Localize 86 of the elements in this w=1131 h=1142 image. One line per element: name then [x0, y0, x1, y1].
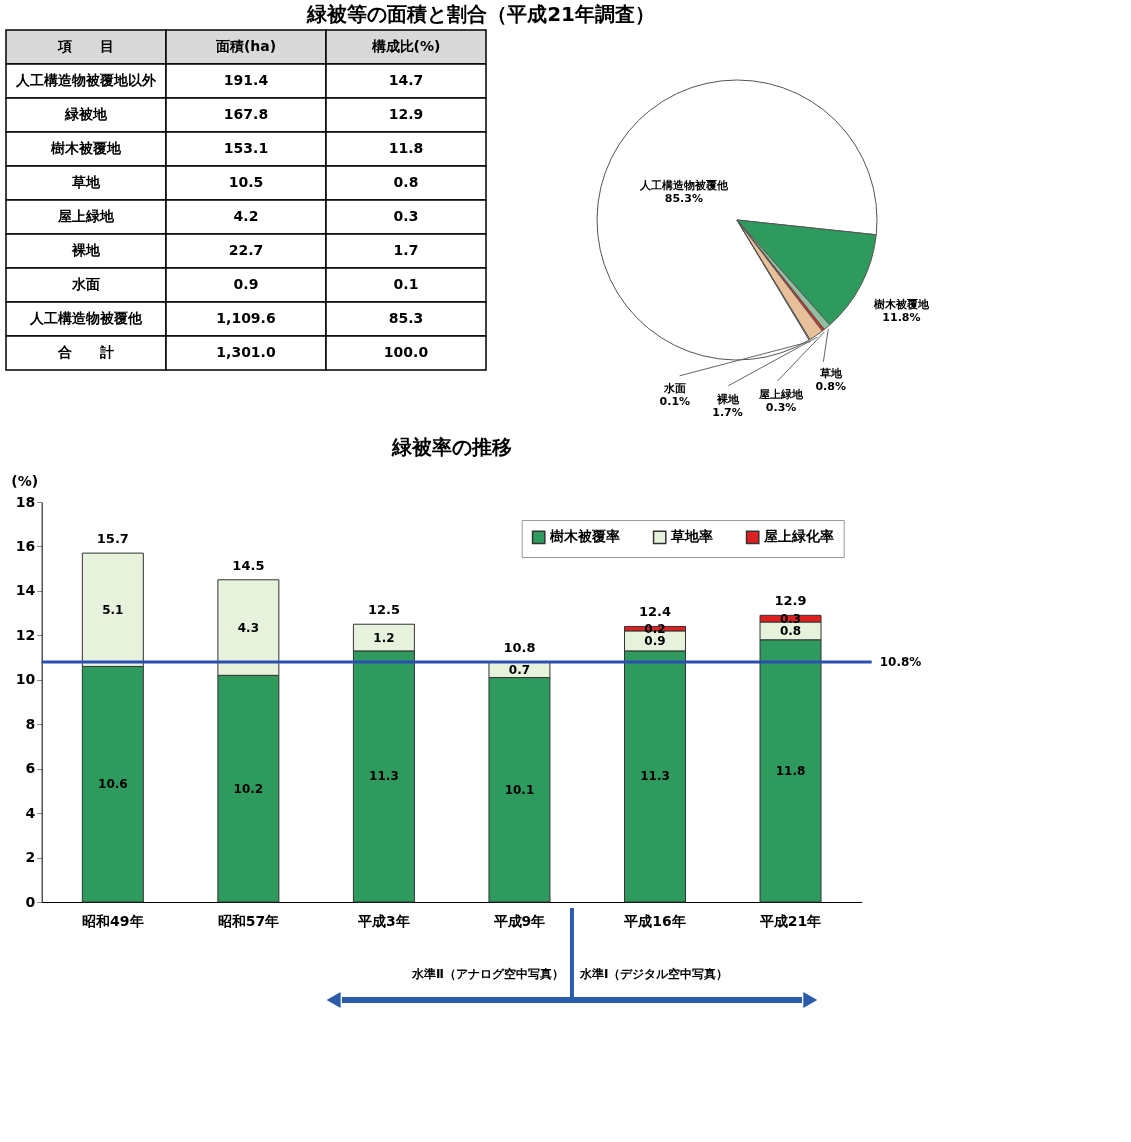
y-tick-label: 10	[15, 671, 36, 688]
data-label: 11.3	[369, 769, 399, 784]
total-label: 12.5	[367, 602, 400, 618]
data-label: 4.2	[233, 208, 259, 224]
data-label: 85.3	[388, 310, 424, 326]
data-label: 1.7	[393, 242, 419, 258]
y-tick-label: 4	[25, 804, 36, 821]
x-tick-label: 平成21年	[758, 912, 822, 929]
chart-title: 緑被率の推移	[390, 435, 512, 459]
data-label: 0.7	[508, 662, 531, 677]
data-label: 0.9	[644, 633, 666, 648]
category-label: 裸地	[71, 242, 101, 258]
data-label: 10.6	[98, 777, 128, 792]
data-label: 100.0	[383, 344, 429, 360]
slice-label: 屋上緑地	[758, 387, 805, 401]
data-label: 22.7	[228, 242, 264, 258]
category-label: 人工構造物被覆地以外	[15, 72, 157, 88]
data-label: 11.8%	[882, 310, 921, 324]
data-label: 0.3	[393, 208, 419, 224]
data-label: 0.8	[393, 174, 419, 190]
data-label: 11.8	[388, 140, 424, 156]
data-label: 10.5	[228, 174, 264, 190]
category-label: 人工構造物被覆他	[29, 310, 143, 326]
category-label: 水面	[71, 276, 100, 292]
y-tick-label: 6	[25, 760, 36, 777]
legend-label: 草地率	[669, 528, 713, 545]
legend-label: 屋上緑化率	[762, 528, 834, 545]
slice-label: 人工構造物被覆他	[638, 179, 729, 193]
data-label: 1.2	[373, 630, 395, 645]
data-label: 0.3	[779, 611, 802, 626]
legend-label: 樹木被覆率	[548, 528, 620, 545]
slice-label: 裸地	[715, 392, 740, 406]
slice-label: 草地	[818, 366, 843, 380]
text: 水準Ⅱ（アナログ空中写真）	[411, 967, 564, 981]
category-label: 屋上緑地	[57, 208, 115, 224]
total-label: 10.8	[503, 640, 536, 655]
category-label: 緑被地	[64, 106, 108, 122]
y-tick-label: 2	[25, 849, 36, 866]
data-label: 0.1	[393, 276, 419, 292]
y-tick-label: 14	[15, 582, 36, 599]
y-tick-label: 0	[25, 893, 36, 910]
total-label: 14.5	[232, 557, 265, 573]
data-label: 5.1	[102, 602, 124, 617]
data-label: 191.4	[223, 72, 269, 88]
total-label: 12.4	[638, 604, 672, 620]
data-label: 1,301.0	[216, 344, 276, 360]
y-tick-label: 16	[15, 537, 36, 554]
data-label: 0.8	[779, 623, 802, 638]
data-label: 14.7	[388, 72, 424, 88]
x-tick-label: 昭和49年	[82, 912, 144, 929]
data-label: 167.8	[223, 106, 269, 122]
x-tick-label: 平成3年	[357, 912, 410, 929]
data-label: 85.3%	[664, 192, 703, 206]
text: 水準Ⅰ（デジタル空中写真）	[578, 967, 729, 981]
total-label: 15.7	[96, 531, 129, 547]
ref-line-label: 10.8%	[879, 655, 922, 669]
text: 項 目	[57, 38, 114, 54]
y-axis-title: (%)	[11, 472, 39, 489]
category-label: 合 計	[57, 344, 114, 360]
x-tick-label: 昭和57年	[217, 912, 280, 929]
category-label: 草地	[71, 174, 101, 190]
x-tick-label: 平成16年	[623, 912, 686, 929]
x-tick-label: 平成9年	[492, 912, 546, 929]
data-label: 0.8%	[815, 379, 846, 393]
data-label: 12.9	[388, 106, 424, 122]
data-label: 10.1	[504, 782, 535, 797]
text: 緑被等の面積と割合（平成21年調査）	[306, 2, 656, 27]
data-label: 0.9	[233, 276, 259, 292]
data-label: 1,109.6	[216, 310, 276, 326]
data-label: 153.1	[223, 140, 269, 156]
data-label: 0.3%	[765, 400, 797, 414]
y-tick-label: 12	[15, 626, 36, 643]
data-label: 11.8	[775, 763, 806, 778]
series-label: 構成比(%)	[370, 38, 441, 54]
series-label: 面積(ha)	[214, 38, 277, 54]
data-label: 0.1%	[659, 394, 691, 408]
data-label: 1.7%	[712, 405, 743, 419]
slice-label: 水面	[662, 381, 686, 395]
data-label: 10.2	[233, 781, 264, 796]
total-label: 12.9	[774, 593, 807, 609]
data-label: 11.3	[640, 769, 670, 784]
y-tick-label: 18	[15, 493, 36, 510]
category-label: 樹木被覆地	[50, 140, 122, 156]
data-label: 4.3	[237, 620, 260, 635]
slice-label: 樹木被覆地	[872, 297, 930, 311]
y-tick-label: 8	[25, 715, 36, 732]
